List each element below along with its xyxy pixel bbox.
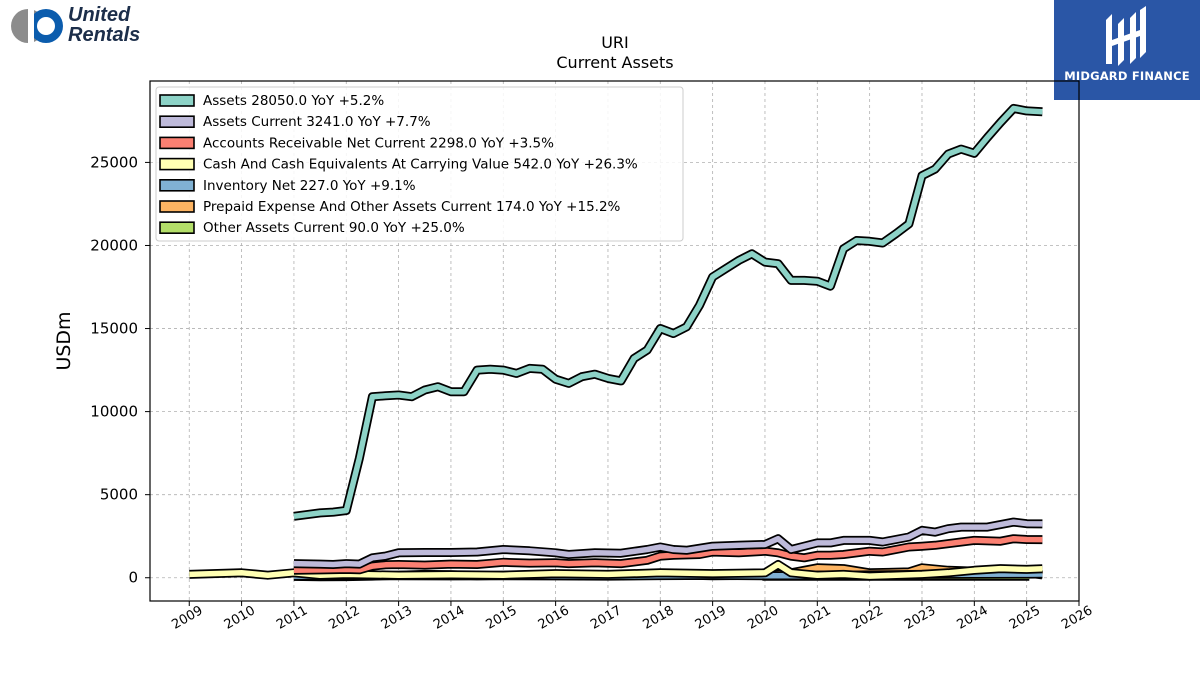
y-tick-label: 20000 xyxy=(90,236,138,254)
x-tick-label: 2010 xyxy=(222,603,258,633)
legend-swatch xyxy=(159,200,195,213)
series-line xyxy=(189,561,1043,579)
logo-text-line2: Rentals xyxy=(68,24,141,46)
legend-entry-label: Prepaid Expense And Other Assets Current… xyxy=(203,199,621,215)
legend-box xyxy=(155,86,684,242)
chart-subtitle: Current Assets xyxy=(556,53,673,72)
x-tick-label: 2022 xyxy=(850,603,886,633)
series-lines xyxy=(189,103,1043,582)
legend-entry-label: Assets Current 3241.0 YoY +7.7% xyxy=(203,114,431,130)
midgard-finance-label: MIDGARD FINANCE xyxy=(1064,69,1190,83)
series-line xyxy=(293,105,1043,520)
legend-entry-label: Cash And Cash Equivalents At Carrying Va… xyxy=(203,157,638,173)
legend-swatch xyxy=(159,136,195,150)
legend-entry-label: Other Assets Current 90.0 YoY +25.0% xyxy=(203,220,465,236)
x-tick-label: 2017 xyxy=(588,603,624,633)
y-tick-label: 25000 xyxy=(90,153,138,171)
midgard-finance-logo: MIDGARD FINANCE xyxy=(1054,0,1200,100)
x-tick-label: 2020 xyxy=(745,603,781,633)
legend-entry-label: Accounts Receivable Net Current 2298.0 Y… xyxy=(203,135,554,151)
logo-text-line1: United xyxy=(68,4,131,26)
legend-swatch xyxy=(159,179,195,192)
legend-swatch xyxy=(159,115,195,128)
x-tick-label: 2018 xyxy=(640,603,676,633)
legend-entry-label: Inventory Net 227.0 YoY +9.1% xyxy=(203,178,416,194)
plot-frame xyxy=(149,80,1080,602)
x-tick-label: 2025 xyxy=(1007,603,1043,633)
legend-swatch xyxy=(159,94,195,107)
series-assets xyxy=(293,103,1043,521)
midgard-finance-emblem-icon xyxy=(1106,6,1146,66)
united-rentals-logo: United Rentals xyxy=(6,4,166,48)
legend-swatch xyxy=(159,221,195,234)
x-tick-label: 2009 xyxy=(169,603,205,633)
y-tick-label: 5000 xyxy=(100,486,138,504)
x-tick-label: 2016 xyxy=(536,603,572,633)
y-axis-label: USDm xyxy=(53,311,75,370)
legend-entry-label: Assets 28050.0 YoY +5.2% xyxy=(203,93,384,109)
series-cash-and-cash-equivalents-at-carrying-value xyxy=(189,560,1043,581)
y-tick-label: 15000 xyxy=(90,320,138,338)
x-tick-label: 2014 xyxy=(431,603,467,633)
chart-title: URI xyxy=(601,33,629,52)
x-tick-label: 2021 xyxy=(797,603,833,633)
x-tick-label: 2019 xyxy=(693,603,729,633)
series-line xyxy=(293,535,1043,574)
x-tick-label: 2011 xyxy=(274,603,310,633)
series-line xyxy=(293,519,1043,568)
y-tick-label: 10000 xyxy=(90,403,138,421)
x-tick-label: 2013 xyxy=(379,603,415,633)
y-tick-label: 0 xyxy=(128,569,138,587)
x-tick-label: 2026 xyxy=(1059,603,1095,633)
series-assets-current xyxy=(293,517,1043,569)
legend: Assets 28050.0 YoY +5.2% Assets Current 3… xyxy=(155,86,684,242)
x-tick-label: 2024 xyxy=(954,603,990,633)
legend-swatch xyxy=(159,157,195,171)
x-tick-label: 2015 xyxy=(483,603,519,633)
series-accounts-receivable-net-current xyxy=(293,534,1043,575)
x-tick-label: 2012 xyxy=(326,603,362,633)
united-rentals-logo-mark xyxy=(11,9,63,43)
x-tick-label: 2023 xyxy=(902,603,938,633)
